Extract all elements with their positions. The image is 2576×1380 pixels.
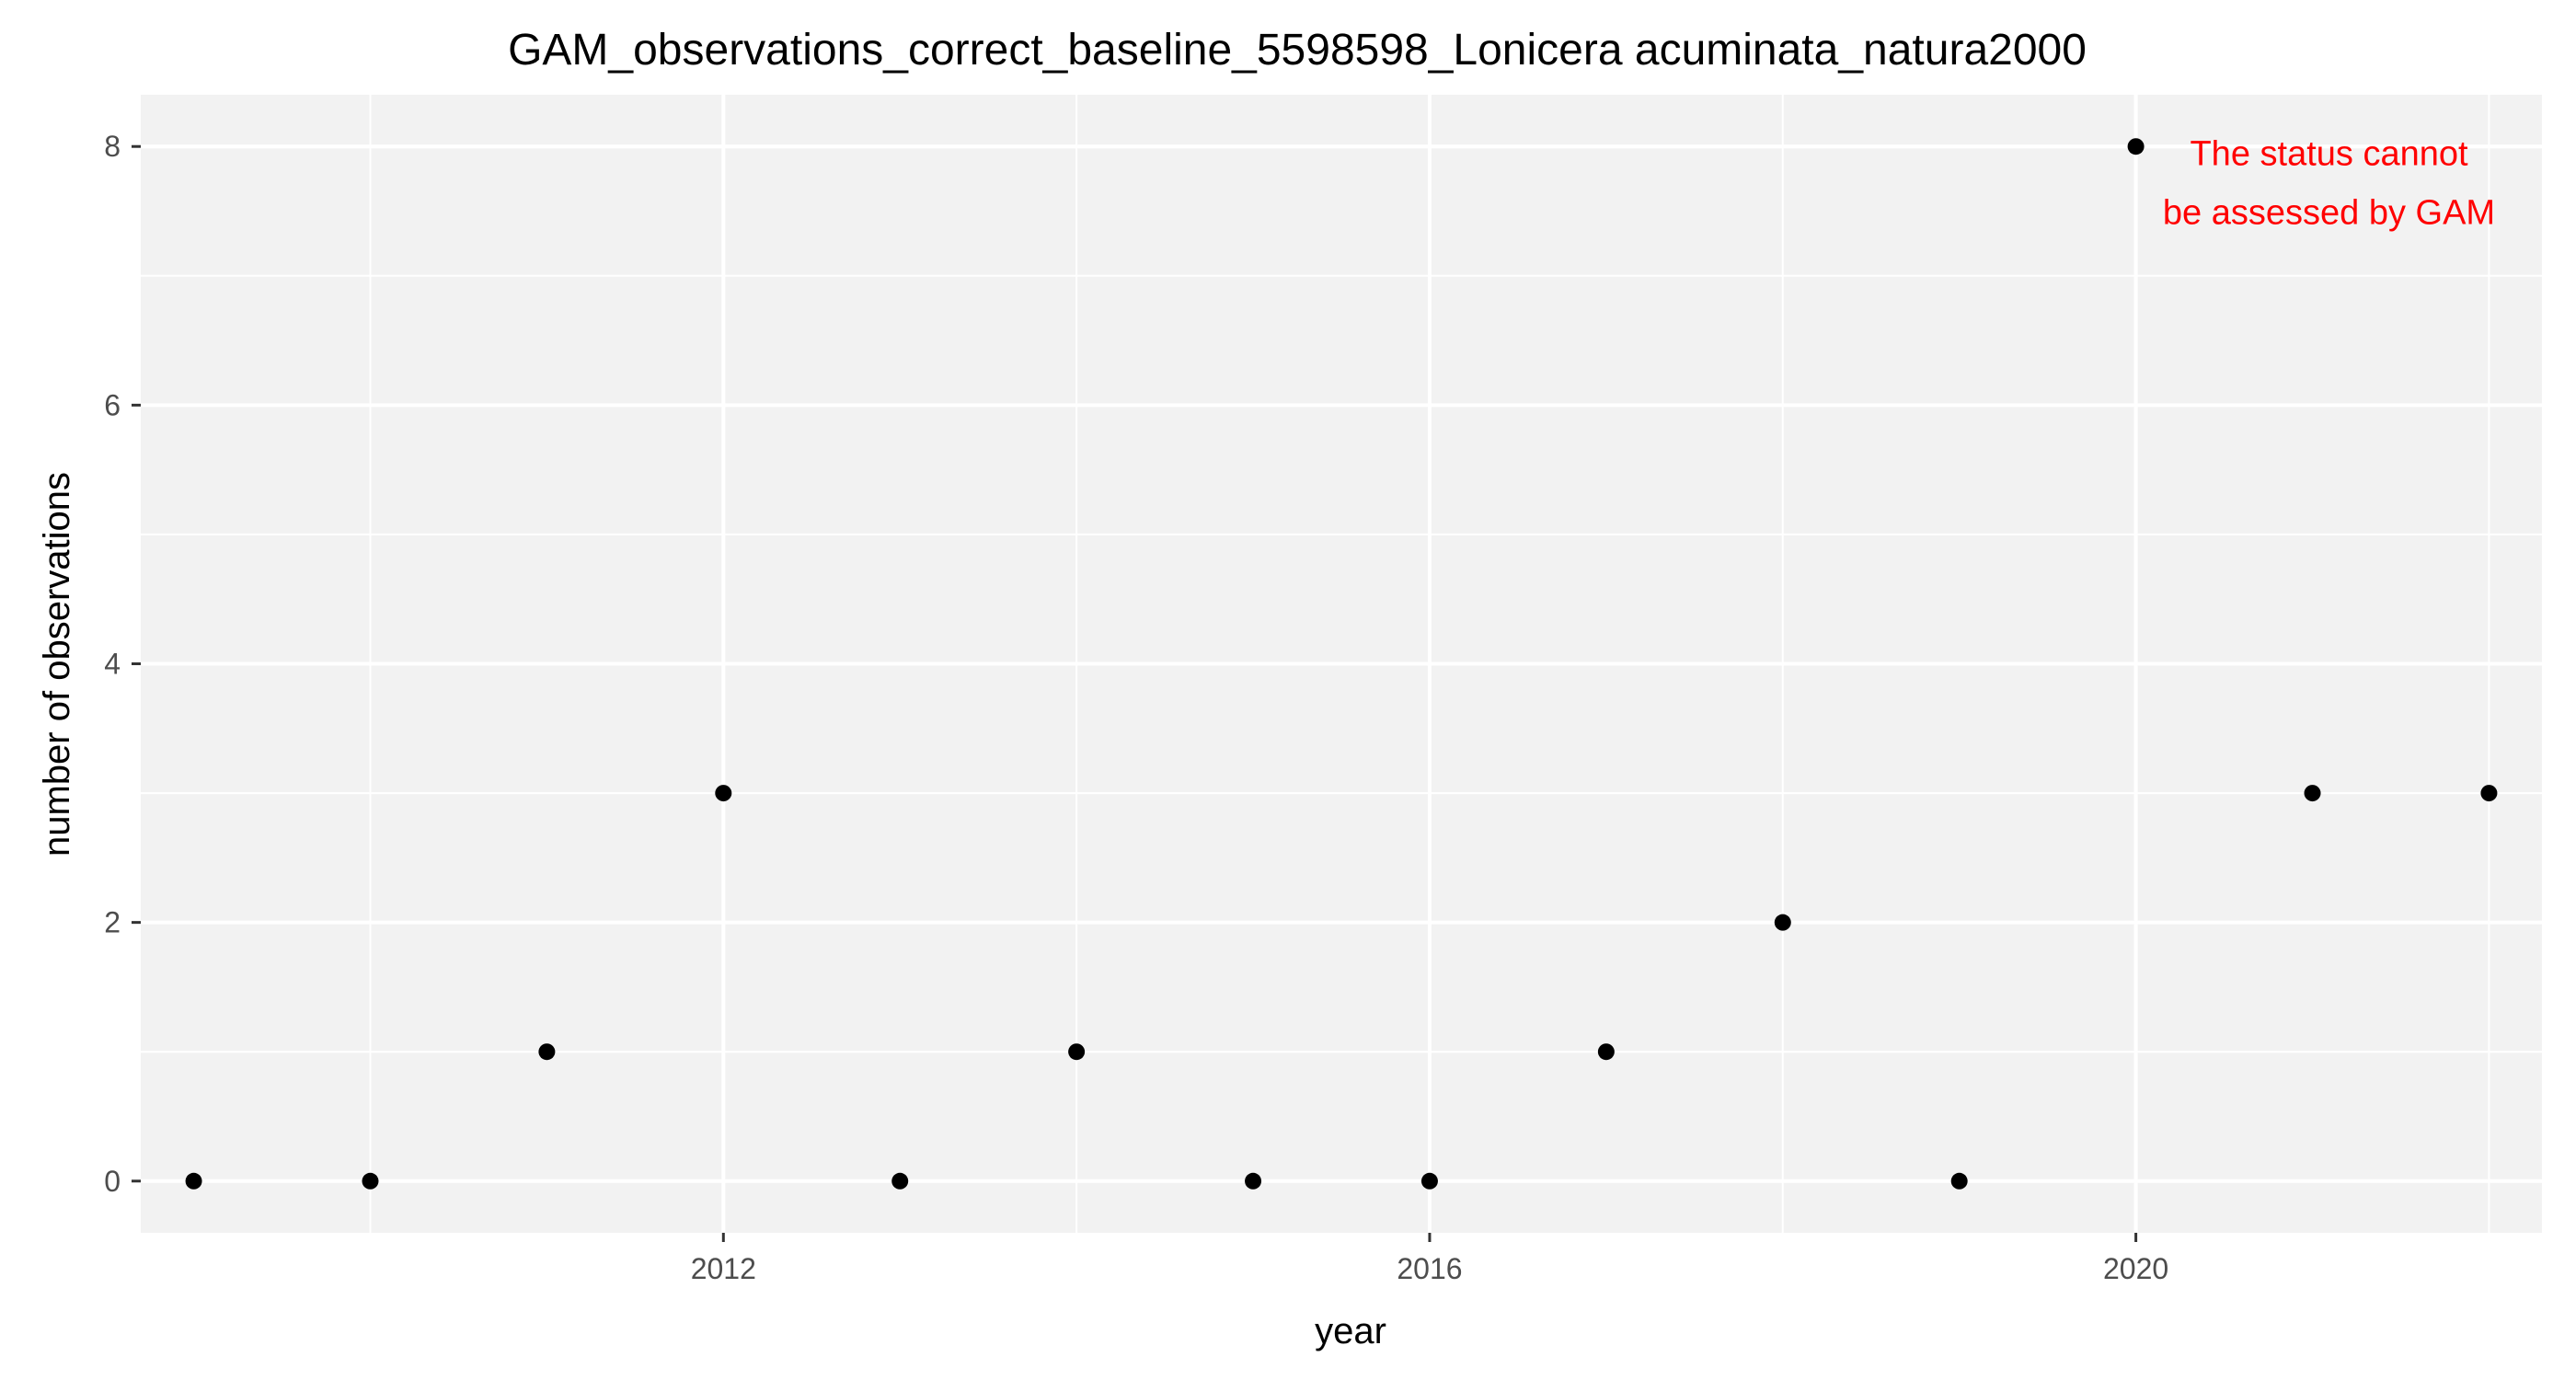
x-tick-label: 2020 <box>2103 1252 2168 1285</box>
y-tick-label: 6 <box>104 388 121 421</box>
data-point <box>1420 1172 1438 1190</box>
data-point <box>538 1043 556 1061</box>
data-point <box>715 785 732 802</box>
data-point <box>1950 1172 1968 1190</box>
x-tick-label: 2012 <box>691 1252 756 1285</box>
y-tick-label: 2 <box>104 906 121 939</box>
y-tick-label: 0 <box>104 1165 121 1198</box>
data-point <box>2304 785 2321 802</box>
data-point <box>2127 138 2145 155</box>
data-point <box>185 1172 202 1190</box>
data-point <box>362 1172 379 1190</box>
x-tick-label: 2016 <box>1397 1252 1462 1285</box>
data-point <box>1774 914 1791 931</box>
annotation-text: The status cannot be assessed by GAM <box>2163 134 2495 232</box>
y-axis-title: number of observations <box>37 472 77 857</box>
data-point <box>1068 1043 1086 1061</box>
annotation-line: be assessed by GAM <box>2163 193 2495 232</box>
data-point <box>2480 785 2498 802</box>
chart-title: GAM_observations_correct_baseline_559859… <box>508 26 2087 75</box>
axis-ticks: 2012 2016 2020 0 2 4 6 8 <box>104 130 2168 1285</box>
data-point <box>1597 1043 1615 1061</box>
data-point <box>1245 1172 1262 1190</box>
y-tick-label: 4 <box>104 648 121 681</box>
x-axis-title: year <box>1315 1311 1386 1351</box>
grid-lines <box>141 95 2542 1233</box>
data-point <box>891 1172 909 1190</box>
annotation-line: The status cannot <box>2190 134 2468 173</box>
data-points <box>185 138 2498 1190</box>
y-tick-label: 8 <box>104 130 121 163</box>
